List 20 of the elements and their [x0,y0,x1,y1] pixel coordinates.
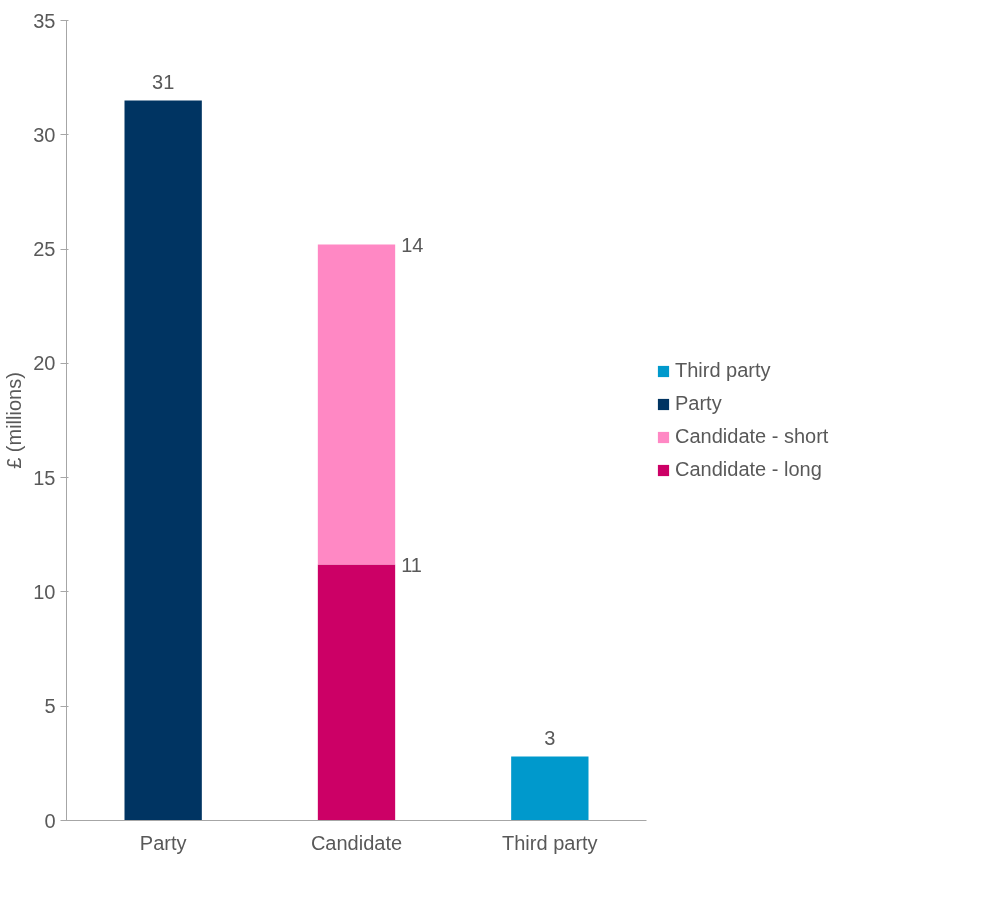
y-tick-label: 10 [33,580,56,603]
x-tick-label: Candidate [310,831,403,854]
y-tick-label: 0 [44,809,56,832]
data-label: 11 [401,553,422,576]
legend-label: Party [675,392,722,415]
x-tick-label: Party [139,831,187,854]
data-label: 3 [544,726,556,749]
y-tick-label: 5 [44,695,56,718]
y-tick-label: 30 [33,123,56,146]
y-tick-label: 20 [33,352,56,375]
x-tick-label: Third party [502,831,598,854]
y-axis-title: £ (millions) [3,372,26,469]
data-label: 14 [401,233,424,256]
data-label: 31 [152,70,175,93]
y-tick-label: 15 [33,466,56,489]
y-tick-label: 25 [33,238,56,261]
legend-label: Candidate - long [675,458,822,481]
y-tick-label: 35 [33,9,56,32]
legend-label: Candidate - short [675,425,829,448]
legend-label: Third party [675,359,771,382]
